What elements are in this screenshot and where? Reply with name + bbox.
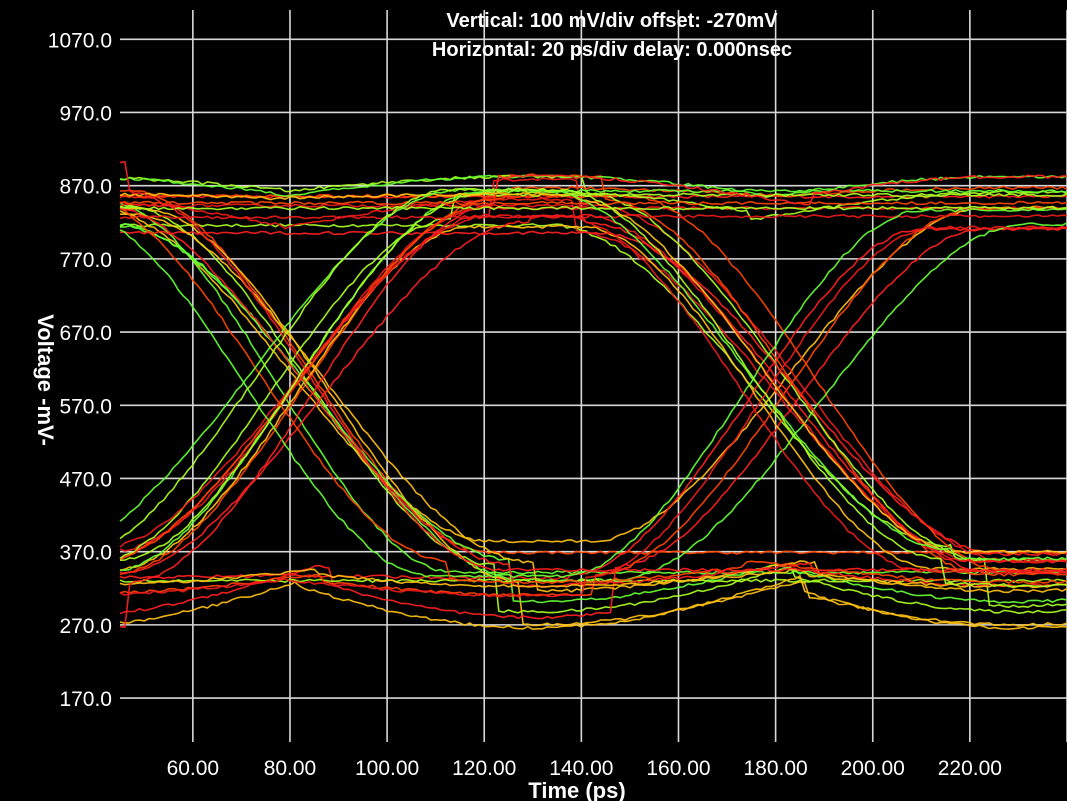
eye-trace [119,213,1067,548]
eye-trace [119,173,1067,577]
horizontal-setting-label: Horizontal: 20 ps/div delay: 0.000nsec [432,39,792,61]
y-tick-label: 470.0 [59,468,112,491]
x-axis-label: Time (ps) [528,778,625,801]
grid-lines [120,10,1067,742]
eye-trace [119,187,1067,562]
x-tick-label: 200.00 [841,757,905,780]
y-tick-label: 370.0 [59,542,112,565]
eye-trace [119,174,1067,628]
y-tick-label: 670.0 [59,322,112,345]
eye-trace [119,160,1067,573]
y-tick-label: 770.0 [59,249,112,272]
eye-trace [119,207,1067,627]
eye-trace [119,193,1067,574]
y-tick-labels: 1070.0 970.0 870.0 770.0 670.0 570.0 470.0 370.… [48,29,112,711]
y-tick-label: 570.0 [59,395,112,418]
eye-trace [119,226,1067,620]
eye-trace [119,191,1067,555]
x-tick-label: 60.00 [167,757,220,780]
y-tick-label: 870.0 [59,176,112,199]
y-tick-label: 1070.0 [48,29,112,52]
eye-trace [119,213,1067,575]
vertical-setting-label: Vertical: 100 mV/div offset: -270mV [446,10,778,32]
eye-trace [119,185,1067,561]
x-tick-label: 180.00 [743,757,807,780]
eye-trace [119,205,1067,211]
eye-trace [119,224,1067,572]
eye-trace [119,207,1067,585]
y-tick-label: 170.0 [59,688,112,711]
x-tick-label: 160.00 [646,757,710,780]
y-axis-label: Voltage -mV- [33,314,58,446]
eye-trace [119,574,1067,631]
eye-trace [119,205,1067,544]
eye-trace [119,568,1067,589]
eye-trace [119,192,1067,561]
x-tick-label: 80.00 [264,757,317,780]
eye-trace [119,225,1067,598]
eye-trace [119,212,1067,594]
eye-trace [119,208,1067,579]
eye-traces [119,160,1067,631]
x-tick-label: 220.00 [938,757,1002,780]
x-tick-labels: 60.00 80.00 100.00 120.00 140.00 160.00 180.00… [167,757,1002,780]
eye-trace [119,230,1067,557]
y-tick-label: 970.0 [59,102,112,125]
x-tick-label: 140.00 [549,757,613,780]
eye-trace [119,187,1067,588]
x-tick-label: 100.00 [355,757,419,780]
x-tick-label: 120.00 [452,757,516,780]
y-tick-label: 270.0 [59,615,112,638]
